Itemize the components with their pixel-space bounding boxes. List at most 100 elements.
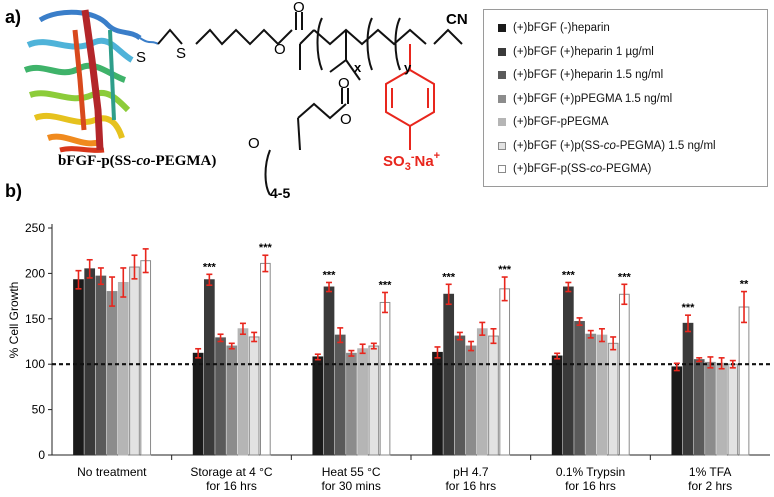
bar bbox=[488, 335, 499, 456]
y-tick-label: 0 bbox=[38, 448, 45, 462]
significance-marker: *** bbox=[203, 261, 217, 273]
bar bbox=[465, 345, 477, 456]
significance-marker: *** bbox=[682, 302, 696, 314]
significance-marker: *** bbox=[259, 242, 273, 254]
significance-marker: *** bbox=[323, 269, 337, 281]
nitrile-label: CN bbox=[446, 11, 468, 28]
bar bbox=[346, 352, 357, 456]
legend-item: (+)bFGF (+)p(SS-co-PEGMA) 1.5 ng/ml bbox=[498, 140, 716, 152]
legend-label: (+)bFGF (+)p(SS-co-PEGMA) 1.5 ng/ml bbox=[513, 139, 716, 152]
x-tick-label: Storage at 4 °C bbox=[190, 465, 273, 479]
bar bbox=[705, 361, 716, 456]
legend-item: (+)bFGF (+)pPEGMA 1.5 ng/ml bbox=[498, 93, 672, 105]
sodium-label: Na bbox=[414, 153, 434, 170]
y-tick-label: 50 bbox=[32, 403, 46, 417]
ether-oxygen-label: O bbox=[340, 111, 352, 128]
bar bbox=[84, 268, 96, 456]
bar bbox=[248, 336, 260, 456]
side-chain-oxygen-label: O bbox=[338, 75, 350, 92]
bar bbox=[563, 286, 574, 456]
sulfonate-phenyl bbox=[385, 44, 435, 150]
bar bbox=[551, 355, 563, 456]
legend-swatch bbox=[498, 141, 506, 150]
legend-swatch bbox=[498, 47, 506, 56]
bar bbox=[334, 334, 346, 456]
bar bbox=[106, 291, 118, 456]
sulfur-label-1: S bbox=[136, 49, 146, 66]
x-tick-label: for 16 hrs bbox=[206, 479, 257, 493]
error-bars-group bbox=[75, 248, 748, 372]
y-axis: 0 50 100 150 200 250 bbox=[25, 221, 53, 462]
x-tick-label: No treatment bbox=[77, 465, 147, 479]
bar bbox=[693, 359, 705, 456]
legend-label: (+)bFGF (+)heparin 1 µg/ml bbox=[513, 45, 654, 58]
bar bbox=[140, 260, 152, 456]
significance-annotations: ****************** *** ******** bbox=[203, 242, 749, 314]
ester-oxygen-label: O bbox=[274, 41, 286, 58]
bar-chart: % Cell Growth 0 50 100 150 200 250 No treatme… bbox=[7, 221, 770, 493]
sulfur-label-2: S bbox=[176, 45, 186, 62]
y-tick-label: 150 bbox=[25, 312, 45, 326]
bar-series-group bbox=[73, 260, 750, 456]
x-tick-label: for 30 mins bbox=[321, 479, 380, 493]
peg-repeat-label: 4-5 bbox=[270, 185, 290, 201]
bar bbox=[454, 335, 466, 456]
legend-swatch bbox=[498, 118, 506, 126]
sodium-sup: + bbox=[434, 150, 440, 162]
bar bbox=[738, 306, 750, 456]
carbonyl-oxygen-label: O bbox=[293, 0, 305, 16]
bar bbox=[379, 301, 391, 456]
bar bbox=[585, 333, 597, 456]
bar bbox=[215, 337, 226, 456]
bar bbox=[73, 279, 84, 456]
bar bbox=[682, 322, 694, 456]
bar bbox=[129, 266, 140, 456]
bar bbox=[226, 345, 238, 456]
x-tick-label: for 2 hrs bbox=[688, 479, 732, 493]
x-tick-label: for 16 hrs bbox=[445, 479, 496, 493]
protein-ribbon-illustration bbox=[23, 9, 159, 153]
legend-swatch bbox=[498, 94, 506, 103]
bar bbox=[574, 321, 585, 456]
significance-marker: ** bbox=[740, 279, 749, 291]
conjugate-caption: bFGF-p(SS-co-PEGMA) bbox=[58, 153, 216, 169]
x-tick-label: 1% TFA bbox=[689, 465, 731, 479]
legend-item: (+)bFGF (+)heparin 1.5 ng/ml bbox=[498, 69, 663, 81]
y-tick-label: 200 bbox=[25, 266, 45, 280]
y-tick-label: 100 bbox=[25, 357, 45, 371]
sulfonate-sub: 3 bbox=[405, 161, 411, 173]
x-subscript: x bbox=[354, 60, 362, 75]
legend-label: (+)bFGF (+)pPEGMA 1.5 ng/ml bbox=[513, 92, 673, 105]
y-tick-label: 250 bbox=[25, 221, 45, 235]
peg-oxygen-label: O bbox=[248, 135, 260, 152]
significance-marker: *** bbox=[618, 271, 632, 283]
bar bbox=[95, 275, 107, 456]
bar bbox=[432, 351, 443, 456]
significance-marker: *** bbox=[379, 279, 393, 291]
x-tick-label: 0.1% Trypsin bbox=[556, 465, 625, 479]
legend-swatch bbox=[498, 71, 506, 79]
legend-label: (+)bFGF-p(SS-co-PEGMA) bbox=[513, 163, 652, 175]
bar bbox=[117, 281, 129, 456]
polymer-structure bbox=[157, 12, 463, 196]
legend-item: (+)bFGF-pPEGMA bbox=[498, 116, 609, 128]
bar bbox=[237, 328, 249, 456]
bar bbox=[260, 262, 271, 456]
x-tick-label: Heat 55 °C bbox=[322, 465, 381, 479]
sulfonate-sup: - bbox=[411, 151, 415, 163]
panel-b-label: b) bbox=[5, 181, 22, 201]
bar bbox=[368, 345, 380, 456]
legend-item: (+)bFGF (-)heparin bbox=[498, 22, 610, 34]
bar bbox=[476, 328, 488, 456]
bar bbox=[499, 288, 511, 456]
bar bbox=[192, 352, 204, 456]
x-tick-label: pH 4.7 bbox=[453, 465, 489, 479]
legend-label: (+)bFGF (-)heparin bbox=[513, 22, 610, 34]
bar bbox=[596, 334, 608, 456]
panel-a-label: a) bbox=[5, 7, 21, 27]
bar bbox=[323, 286, 335, 456]
sulfonate-so: SO bbox=[383, 153, 405, 170]
legend-item: (+)bFGF-p(SS-co-PEGMA) bbox=[498, 163, 651, 175]
legend-swatch bbox=[498, 24, 506, 32]
